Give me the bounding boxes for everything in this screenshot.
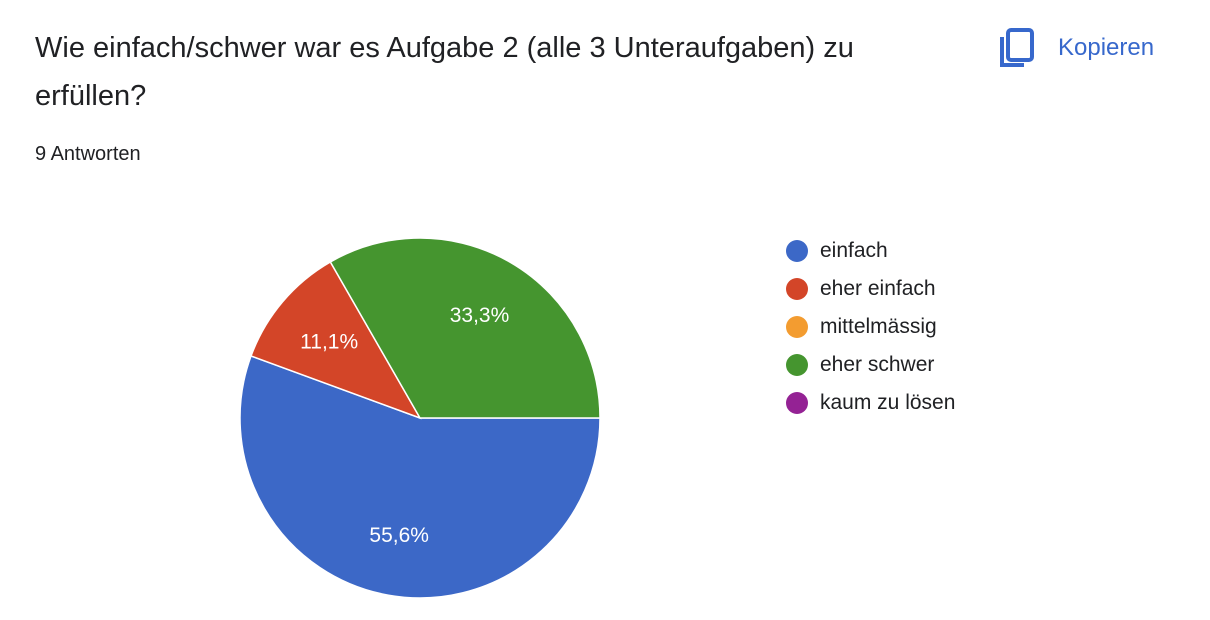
- copy-button[interactable]: Kopieren: [998, 26, 1154, 70]
- legend-label: eher einfach: [820, 277, 936, 300]
- legend-label: einfach: [820, 239, 888, 262]
- pie-slice-eher-einfach[interactable]: [250, 260, 422, 420]
- legend-item-einfach[interactable]: einfach: [786, 232, 955, 270]
- slice-label-eher-schwer: 33,3%: [450, 304, 510, 327]
- legend-swatch: [786, 278, 808, 300]
- slice-label-eher-einfach: 11,1%: [300, 330, 358, 353]
- legend-swatch: [786, 392, 808, 414]
- legend-item-kaum-zu-l-sen[interactable]: kaum zu lösen: [786, 384, 955, 422]
- legend: einfach eher einfach mittelmässig eher schw…: [786, 232, 955, 422]
- legend-label: kaum zu lösen: [820, 391, 956, 414]
- legend-item-eher-schwer[interactable]: eher schwer: [786, 346, 955, 384]
- legend-swatch: [786, 354, 808, 376]
- legend-label: eher schwer: [820, 353, 935, 376]
- legend-item-mittelm-ssig[interactable]: mittelmässig: [786, 308, 955, 346]
- legend-swatch: [786, 316, 808, 338]
- pie-slice-eher-schwer[interactable]: [329, 237, 601, 419]
- slice-label-einfach: 55,6%: [369, 524, 429, 547]
- legend-swatch: [786, 240, 808, 262]
- pie-slice-einfach[interactable]: [239, 355, 601, 599]
- question-title: Wie einfach/schwer war es Aufgabe 2 (all…: [35, 32, 854, 112]
- legend-item-eher-einfach[interactable]: eher einfach: [786, 270, 955, 308]
- copy-icon: [998, 28, 1034, 68]
- response-count: 9 Antworten: [35, 143, 141, 165]
- legend-label: mittelmässig: [820, 315, 937, 338]
- copy-label: Kopieren: [1058, 34, 1155, 61]
